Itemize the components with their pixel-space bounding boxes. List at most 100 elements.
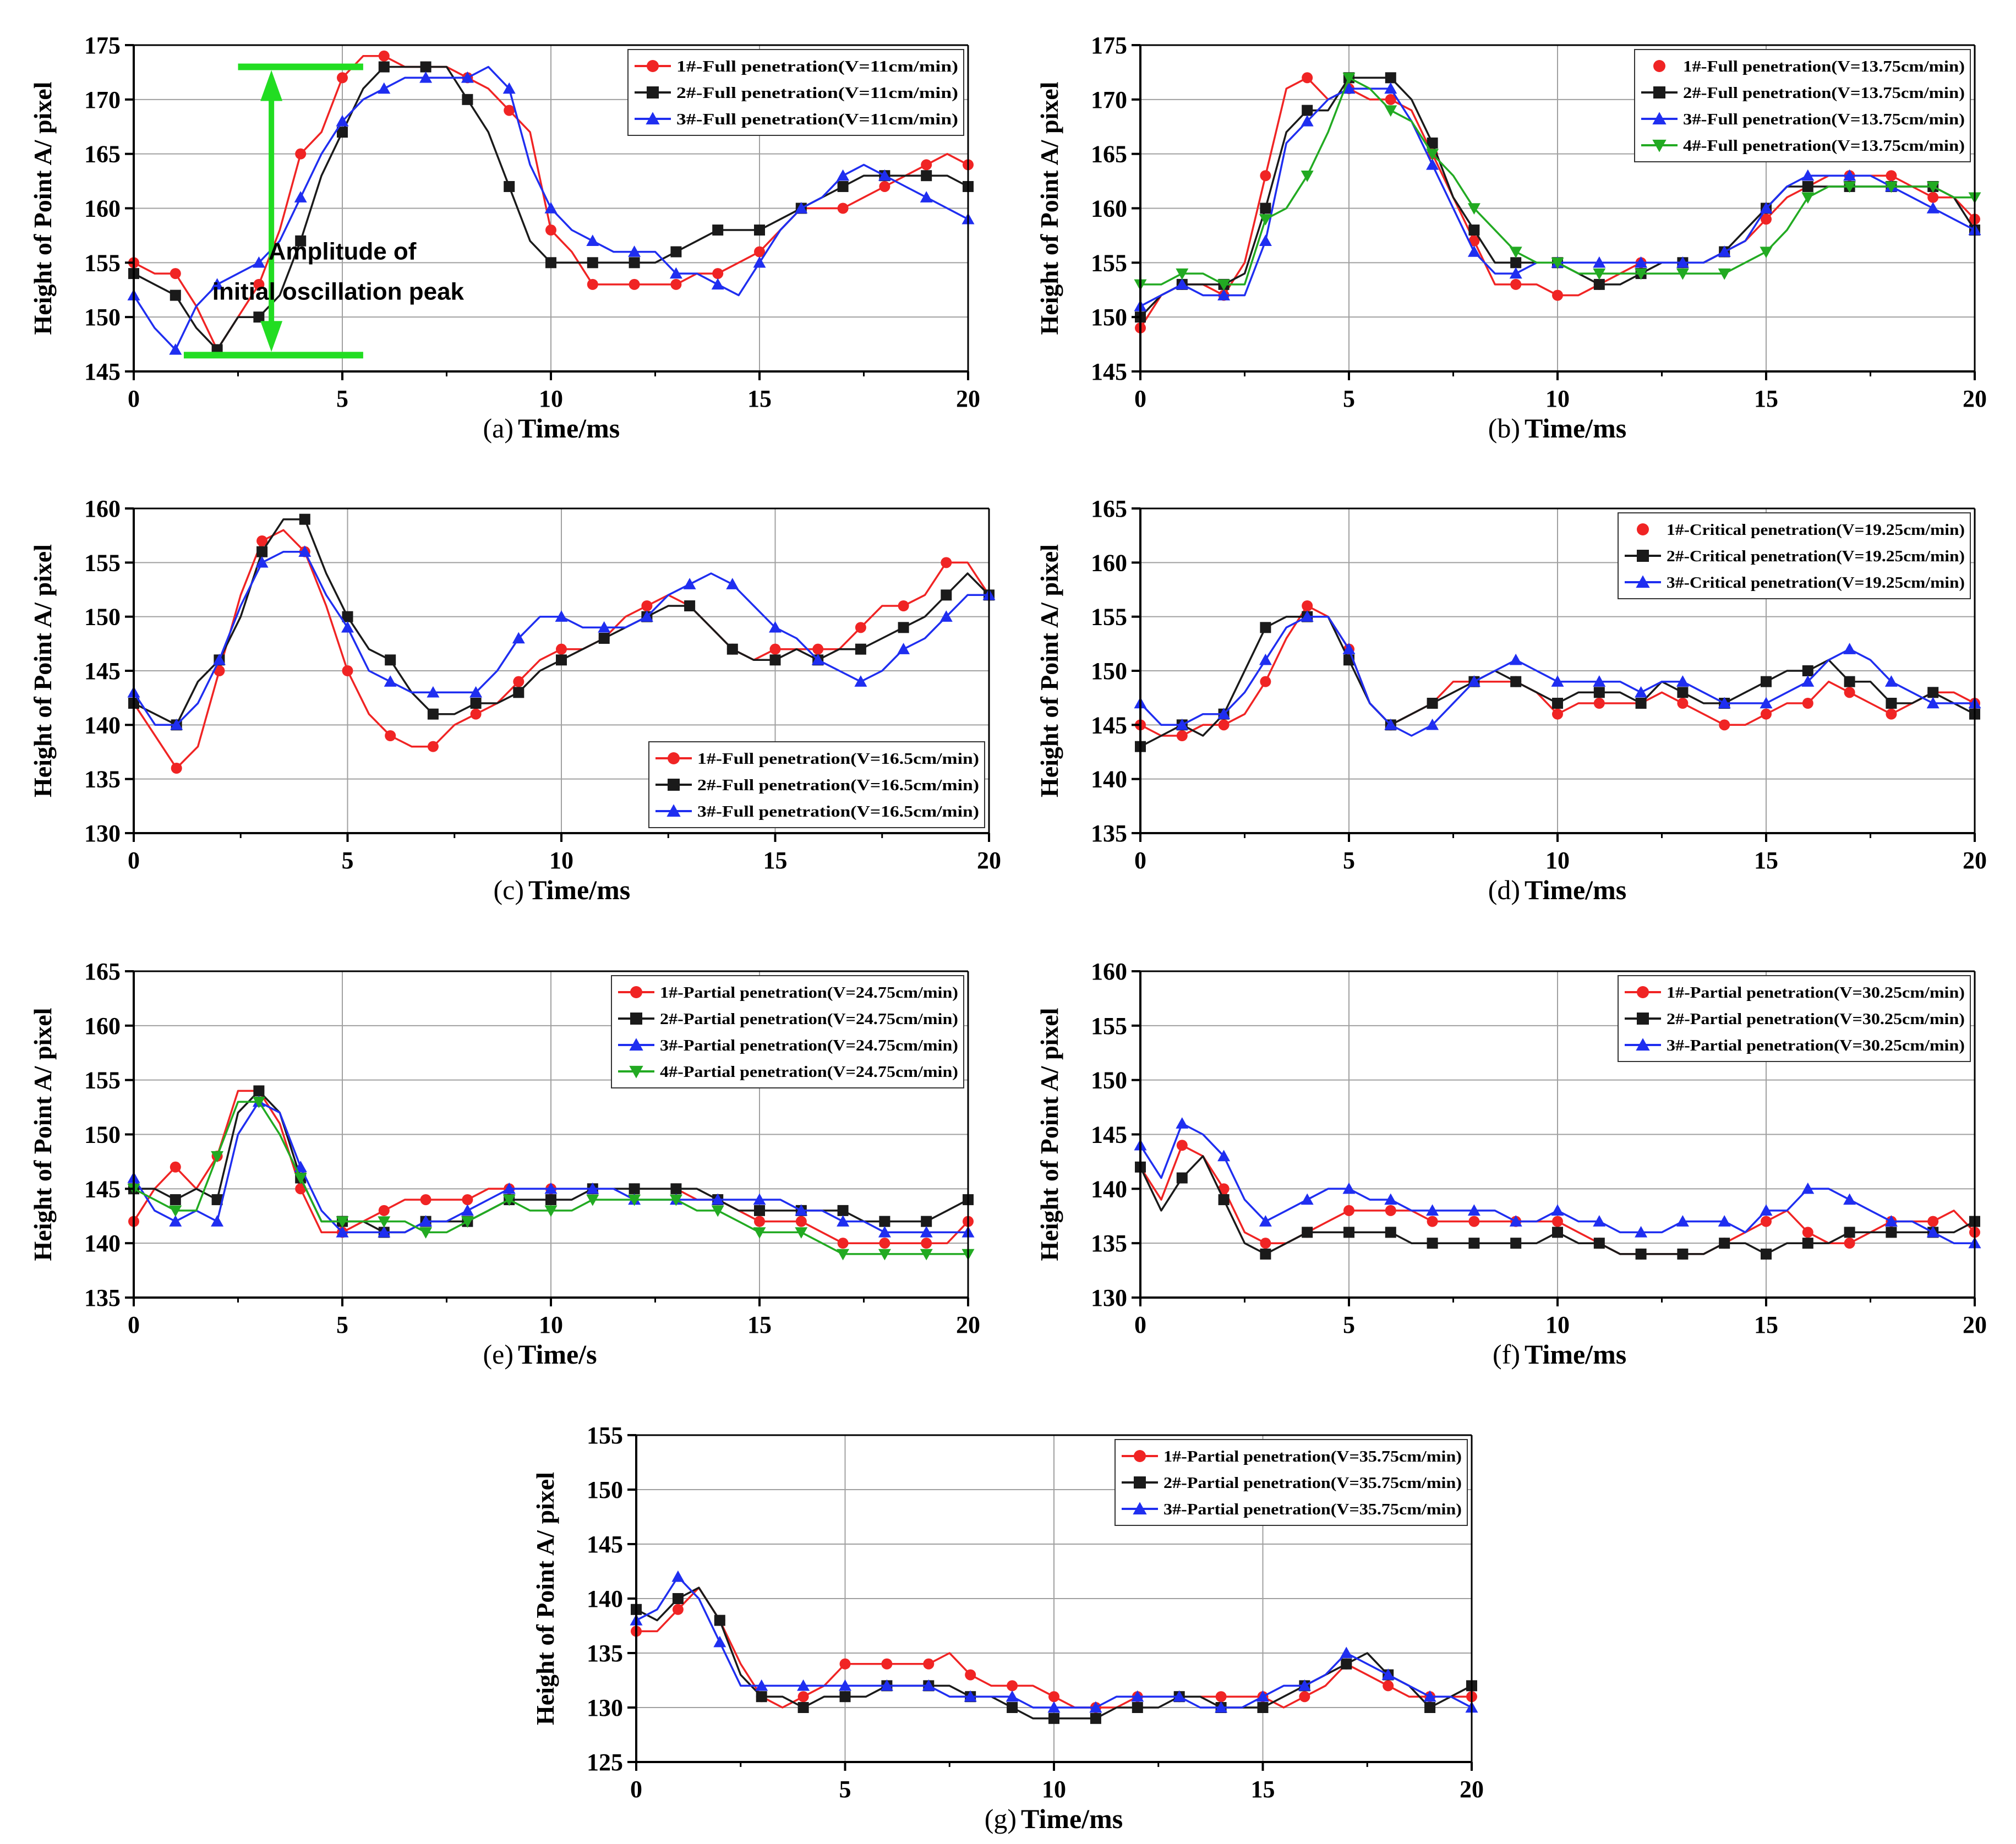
data-point [502,82,516,94]
data-point [754,1205,765,1216]
legend-marker [629,1038,643,1051]
panel-label: (d) [1488,874,1520,905]
x-axis-title: Time/ms [528,874,630,905]
data-point [470,708,482,720]
data-point [711,278,724,290]
data-point [628,245,641,257]
data-point [1676,268,1689,280]
data-point [1676,256,1689,268]
x-tick-label: 5 [342,847,354,874]
legend-label: 1#-Partial penetration(V=24.75cm/min) [660,984,958,1002]
y-axis-title: Height of Point A/ pixel [29,82,57,335]
data-point [1260,1238,1271,1249]
x-tick-label: 20 [1963,385,1987,412]
y-tick-label: 175 [84,32,121,59]
x-tick-label: 20 [1963,1311,1987,1338]
data-point [1467,675,1480,687]
data-point [1884,675,1898,687]
legend-label: 2#-Partial penetration(V=24.75cm/min) [660,1010,958,1028]
y-tick-label: 145 [1091,712,1127,738]
legend-label: 2#-Partial penetration(V=30.25cm/min) [1667,1010,1965,1028]
data-point [419,1227,433,1239]
chart-panel-c: 130 135 140 145 150 155 160 0 5 10 15 20 Height of P… [29,495,1001,905]
data-point [1552,1216,1563,1227]
legend-box [648,741,985,828]
data-point [1384,105,1397,117]
data-point [253,311,265,323]
legend-item: 2#-Partial penetration(V=30.25cm/min) [1625,1010,1965,1028]
legend-label: 2#-Full penetration(V=11cm/min) [676,84,958,102]
data-point [711,1205,724,1217]
data-point [920,191,933,203]
data-point [837,1205,849,1216]
y-tick-label: 140 [84,1230,121,1257]
legend-box [611,975,964,1088]
y-tick-label: 135 [587,1640,623,1667]
legend-item: 4#-Partial penetration(V=24.75cm/min) [618,1063,958,1081]
x-axis-title: Time/ms [1525,874,1626,905]
x-tick-label: 15 [1754,385,1778,412]
data-point [1802,665,1813,676]
data-point [1719,1238,1730,1249]
data-point [419,1215,433,1227]
series-3 [630,1570,1478,1713]
data-point [1676,675,1689,687]
legend-item: 1#-Full penetration(V=16.5cm/min) [655,750,979,768]
legend-marker [1652,139,1667,152]
data-point [1176,278,1189,290]
legend-label: 1#-Full penetration(V=11cm/min) [676,58,958,75]
data-point [1677,698,1689,709]
data-point [1761,214,1772,225]
data-point [712,225,724,236]
legend-label: 3#-Critical penetration(V=19.25cm/min) [1667,574,1965,592]
data-point [1468,1238,1480,1249]
data-point [1302,105,1313,116]
data-point [754,246,765,258]
data-point [1090,1712,1101,1724]
data-point [1676,1215,1689,1227]
data-point [628,1194,641,1206]
data-point [837,1215,850,1227]
data-point [1761,676,1772,687]
amplitude-annotation: Amplitude of initial oscillation peak [183,63,465,359]
data-point [586,1194,599,1206]
data-point [1844,1227,1855,1238]
data-point [1048,1691,1059,1703]
data-point [461,1216,474,1228]
data-point [878,1225,891,1238]
data-point [755,1679,768,1691]
legend-item: 1#-Partial penetration(V=24.75cm/min) [618,984,958,1002]
series-4 [1134,73,1981,291]
legend-marker [1637,550,1649,562]
legend-item: 3#-Partial penetration(V=24.75cm/min) [618,1037,958,1054]
y-tick-label: 155 [1091,604,1127,631]
y-tick-label: 170 [1091,86,1127,113]
data-point [252,256,265,268]
data-point [214,665,225,676]
data-point [1510,257,1522,269]
data-point [1760,697,1773,709]
y-tick-label: 160 [1091,549,1127,576]
chart-panel-f: 130 135 140 145 150 155 160 0 5 10 15 20 Height of P… [1035,958,1987,1370]
data-point [1427,1216,1438,1227]
data-point [1761,1248,1772,1260]
data-point [1926,181,1939,193]
arrow-down-head [260,321,283,352]
legend-marker [668,752,680,764]
data-point [1257,1702,1269,1713]
data-point [1423,1690,1436,1702]
data-point [839,1658,851,1670]
x-tick-label: 10 [1042,1776,1066,1803]
y-tick-label: 145 [84,658,121,685]
legend-item: 1#-Full penetration(V=13.75cm/min) [1653,58,1965,75]
data-point [713,1635,726,1648]
data-point [170,1194,181,1206]
data-point [1760,202,1773,214]
data-point [1718,245,1731,257]
y-tick-label: 150 [84,604,121,631]
data-point [1635,1225,1648,1238]
data-point [1760,247,1773,259]
x-tick-label: 15 [1251,1776,1275,1803]
data-point [965,1669,976,1681]
data-point [1176,1140,1188,1151]
